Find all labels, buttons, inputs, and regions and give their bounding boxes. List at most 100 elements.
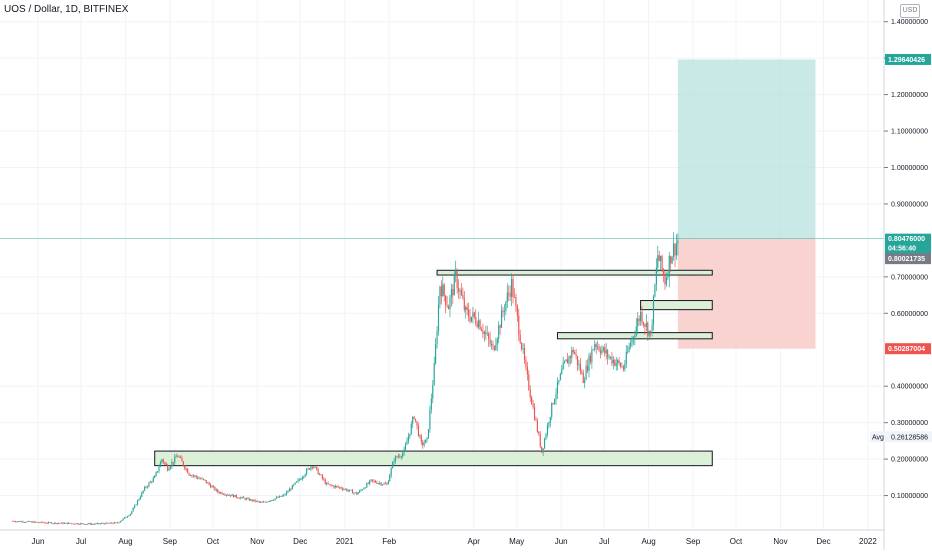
- candle-body: [617, 360, 619, 364]
- target-zone[interactable]: [677, 59, 816, 239]
- candle-body: [483, 332, 485, 334]
- candle-body: [85, 524, 87, 525]
- candle-body: [564, 361, 566, 363]
- candle-body: [343, 489, 345, 490]
- candle-body: [412, 416, 414, 424]
- time-axis[interactable]: Jun Jul Aug Sep Oct Nov Dec 2021 Feb Apr May Jun Jul…: [0, 529, 884, 546]
- candle-body: [671, 256, 673, 264]
- drawings[interactable]: [0, 59, 884, 467]
- candle-body: [228, 495, 230, 496]
- candle-body: [19, 521, 21, 522]
- candle-body: [122, 518, 124, 521]
- candle-body: [436, 331, 438, 344]
- candle-body: [244, 498, 246, 500]
- candle-body: [478, 320, 480, 327]
- candle-body: [400, 456, 402, 458]
- candle-body: [394, 456, 397, 462]
- zone-box[interactable]: [640, 300, 713, 311]
- candle-body: [503, 310, 506, 312]
- candle-body: [569, 356, 571, 358]
- candle-body: [492, 344, 494, 347]
- zone-box[interactable]: [154, 450, 713, 467]
- currency-button[interactable]: USD: [900, 4, 920, 18]
- y-tick-label: 1.00000000: [891, 165, 928, 172]
- candle-body: [551, 403, 553, 417]
- candle-body: [66, 522, 68, 524]
- candle-body: [224, 494, 226, 496]
- candle-body: [103, 523, 106, 525]
- candle-body: [39, 522, 41, 524]
- candle-body: [500, 310, 503, 328]
- candle-body: [479, 320, 481, 330]
- candle-body: [36, 522, 38, 523]
- candle-body: [174, 456, 176, 463]
- candle-body: [59, 523, 61, 524]
- candle-body: [240, 497, 242, 499]
- candle-body: [184, 465, 186, 469]
- candle-body: [665, 277, 667, 285]
- candle-body: [354, 492, 356, 494]
- candle-body: [172, 461, 174, 463]
- last-price-tag: 0.80476000: [888, 236, 925, 243]
- candle-body: [331, 485, 334, 487]
- candle-body: [321, 474, 323, 479]
- x-tick-label: Oct: [730, 537, 743, 546]
- candle-body: [488, 333, 490, 339]
- candle-body: [211, 486, 213, 488]
- candle-body: [283, 494, 285, 496]
- candle-body: [542, 448, 544, 453]
- stop-zone[interactable]: [677, 238, 816, 349]
- candle-body: [161, 459, 163, 463]
- candle-body: [621, 366, 623, 368]
- candle-body: [336, 485, 338, 487]
- candle-body: [273, 499, 275, 501]
- candle-body: [70, 523, 73, 525]
- last-price-tag-bg: [885, 233, 931, 254]
- candle-body: [303, 476, 305, 478]
- candle-body: [433, 363, 435, 386]
- candle-body: [597, 346, 599, 348]
- candle-body: [258, 501, 260, 503]
- stop-price-tag-bg: [885, 343, 931, 355]
- price-axis[interactable]: 1.400000001.300000001.200000001.10000000…: [883, 0, 928, 550]
- candle-body: [417, 425, 420, 436]
- y-tick-label: 1.10000000: [891, 129, 928, 136]
- candle-body: [307, 468, 309, 470]
- candle-body: [278, 496, 280, 498]
- candle-body: [518, 315, 520, 335]
- candle-body: [221, 492, 223, 495]
- candle-body: [167, 465, 169, 471]
- candle-body: [351, 490, 354, 494]
- candle-body: [413, 416, 415, 419]
- candle-body: [407, 436, 409, 442]
- candle-body: [72, 523, 74, 525]
- candle-body: [78, 524, 80, 525]
- candle-body: [124, 517, 126, 519]
- candle-body: [23, 522, 25, 523]
- candle-body: [469, 316, 471, 322]
- candle-body: [201, 478, 203, 480]
- candle-body: [662, 269, 665, 276]
- candle-body: [648, 330, 650, 336]
- candle-body: [513, 297, 516, 298]
- candle-body: [310, 466, 312, 470]
- candle-body: [490, 344, 493, 346]
- candle-body: [141, 492, 143, 497]
- candle-body: [188, 473, 190, 476]
- x-tick-label: Sep: [686, 537, 701, 546]
- candle-body: [459, 290, 461, 292]
- candle-body: [291, 485, 293, 490]
- candle-body: [359, 490, 361, 493]
- zone-box[interactable]: [436, 269, 713, 276]
- candle-body: [159, 462, 162, 468]
- candle-body: [177, 456, 179, 458]
- candle-body: [419, 435, 421, 437]
- candle-body: [548, 422, 550, 426]
- candle-body: [667, 276, 669, 278]
- candle-body: [632, 337, 635, 338]
- candle-body: [207, 482, 209, 484]
- candle-body: [189, 475, 192, 476]
- candle-body: [399, 456, 401, 458]
